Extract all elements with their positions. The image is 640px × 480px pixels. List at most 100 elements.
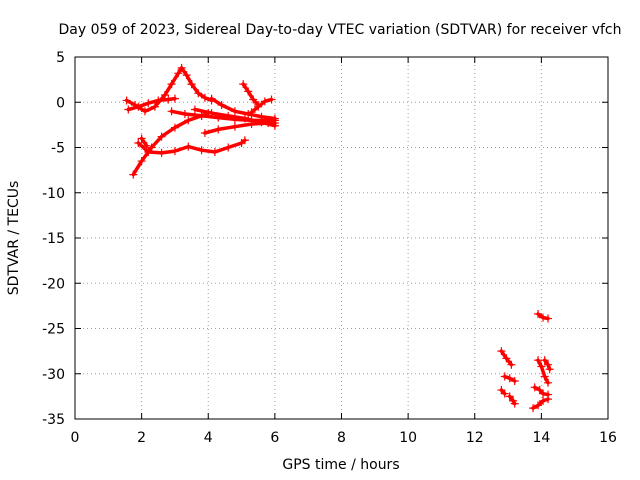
series-layer: [122, 63, 554, 413]
data-point: [254, 100, 263, 109]
series-line: [531, 397, 550, 410]
data-point: [230, 122, 239, 131]
data-point: [187, 80, 196, 89]
data-point: [540, 372, 549, 381]
series-track-k: [134, 136, 249, 157]
data-point: [184, 116, 193, 125]
data-point: [530, 383, 539, 392]
y-tick-label: -25: [42, 322, 65, 338]
data-point: [190, 105, 199, 114]
x-tick-label: 16: [599, 430, 617, 446]
data-point: [214, 125, 223, 134]
data-point: [510, 376, 519, 385]
x-tick-label: 10: [399, 430, 417, 446]
series-track-m: [497, 347, 516, 369]
x-tick-label: 2: [137, 430, 146, 446]
data-point: [157, 132, 166, 141]
series-track-n: [500, 372, 519, 385]
data-point: [142, 141, 151, 150]
data-point: [505, 392, 514, 401]
data-point: [194, 89, 203, 98]
data-point: [177, 63, 186, 72]
x-tick-label: 0: [71, 430, 80, 446]
series-line: [139, 136, 149, 148]
y-tick-label: -15: [42, 231, 65, 247]
series-track-r: [534, 356, 553, 387]
series-track-g: [207, 94, 279, 123]
data-point: [182, 71, 191, 80]
series-track-l: [137, 134, 151, 150]
data-point: [500, 372, 509, 381]
data-point: [534, 310, 543, 319]
data-point: [210, 148, 219, 157]
data-point: [144, 99, 153, 108]
chart-title: Day 059 of 2023, Sidereal Day-to-day VTE…: [58, 22, 621, 38]
data-point: [497, 386, 506, 395]
series-line: [249, 97, 274, 114]
data-point: [544, 395, 553, 404]
data-point: [505, 374, 514, 383]
grid-layer: [75, 57, 608, 419]
data-point: [267, 95, 276, 104]
data-point: [257, 112, 266, 121]
data-point: [207, 109, 216, 118]
data-point: [164, 95, 173, 104]
data-point: [244, 110, 253, 119]
series-line: [536, 358, 550, 385]
y-tick-label: -20: [42, 276, 65, 292]
data-point: [180, 110, 189, 119]
data-point: [147, 143, 156, 152]
y-tick-label: -35: [42, 412, 65, 428]
data-point: [249, 95, 258, 104]
data-point: [535, 386, 544, 395]
data-point: [174, 69, 183, 78]
data-point: [540, 356, 549, 365]
data-point: [140, 107, 149, 116]
y-tick-label: 0: [56, 95, 65, 111]
y-axis-label: SDTVAR / TECUs: [6, 181, 22, 296]
x-tick-label: 6: [270, 430, 279, 446]
data-point: [200, 129, 209, 138]
data-point: [167, 107, 176, 116]
data-point: [157, 148, 166, 157]
data-point: [510, 399, 519, 408]
data-point: [144, 148, 153, 157]
y-tick-labels: 5 0 -5 -10 -15 -20 -25 -30 -35: [42, 50, 65, 428]
data-point: [539, 389, 548, 398]
data-point: [137, 157, 146, 166]
series-line: [124, 66, 194, 114]
data-point: [154, 96, 163, 105]
data-point: [217, 100, 226, 109]
data-point: [170, 147, 179, 156]
data-point: [129, 170, 138, 179]
series-line: [203, 121, 277, 135]
y-tick-label: -5: [51, 141, 65, 157]
data-point: [170, 94, 179, 103]
series-line: [241, 82, 260, 107]
series-track-u: [529, 395, 553, 413]
data-point: [240, 136, 249, 145]
data-point: [247, 119, 256, 128]
y-tick-label: -30: [42, 367, 65, 383]
series-track-e: [129, 109, 213, 179]
data-point: [497, 347, 506, 356]
data-point: [134, 138, 143, 147]
series-line: [507, 394, 517, 406]
data-point: [167, 80, 176, 89]
data-point: [544, 314, 553, 323]
series-track-o: [497, 386, 509, 398]
data-point: [247, 108, 256, 117]
data-point: [244, 87, 253, 96]
x-tick-label: 8: [337, 430, 346, 446]
data-point: [260, 97, 269, 106]
series-track-b: [124, 94, 179, 114]
x-axis-label: GPS time / hours: [282, 457, 399, 473]
data-point: [240, 114, 249, 123]
series-line: [136, 138, 247, 155]
data-point: [544, 360, 553, 369]
data-point: [224, 111, 233, 120]
data-point: [537, 362, 546, 371]
data-point: [239, 80, 248, 89]
data-point: [539, 313, 548, 322]
